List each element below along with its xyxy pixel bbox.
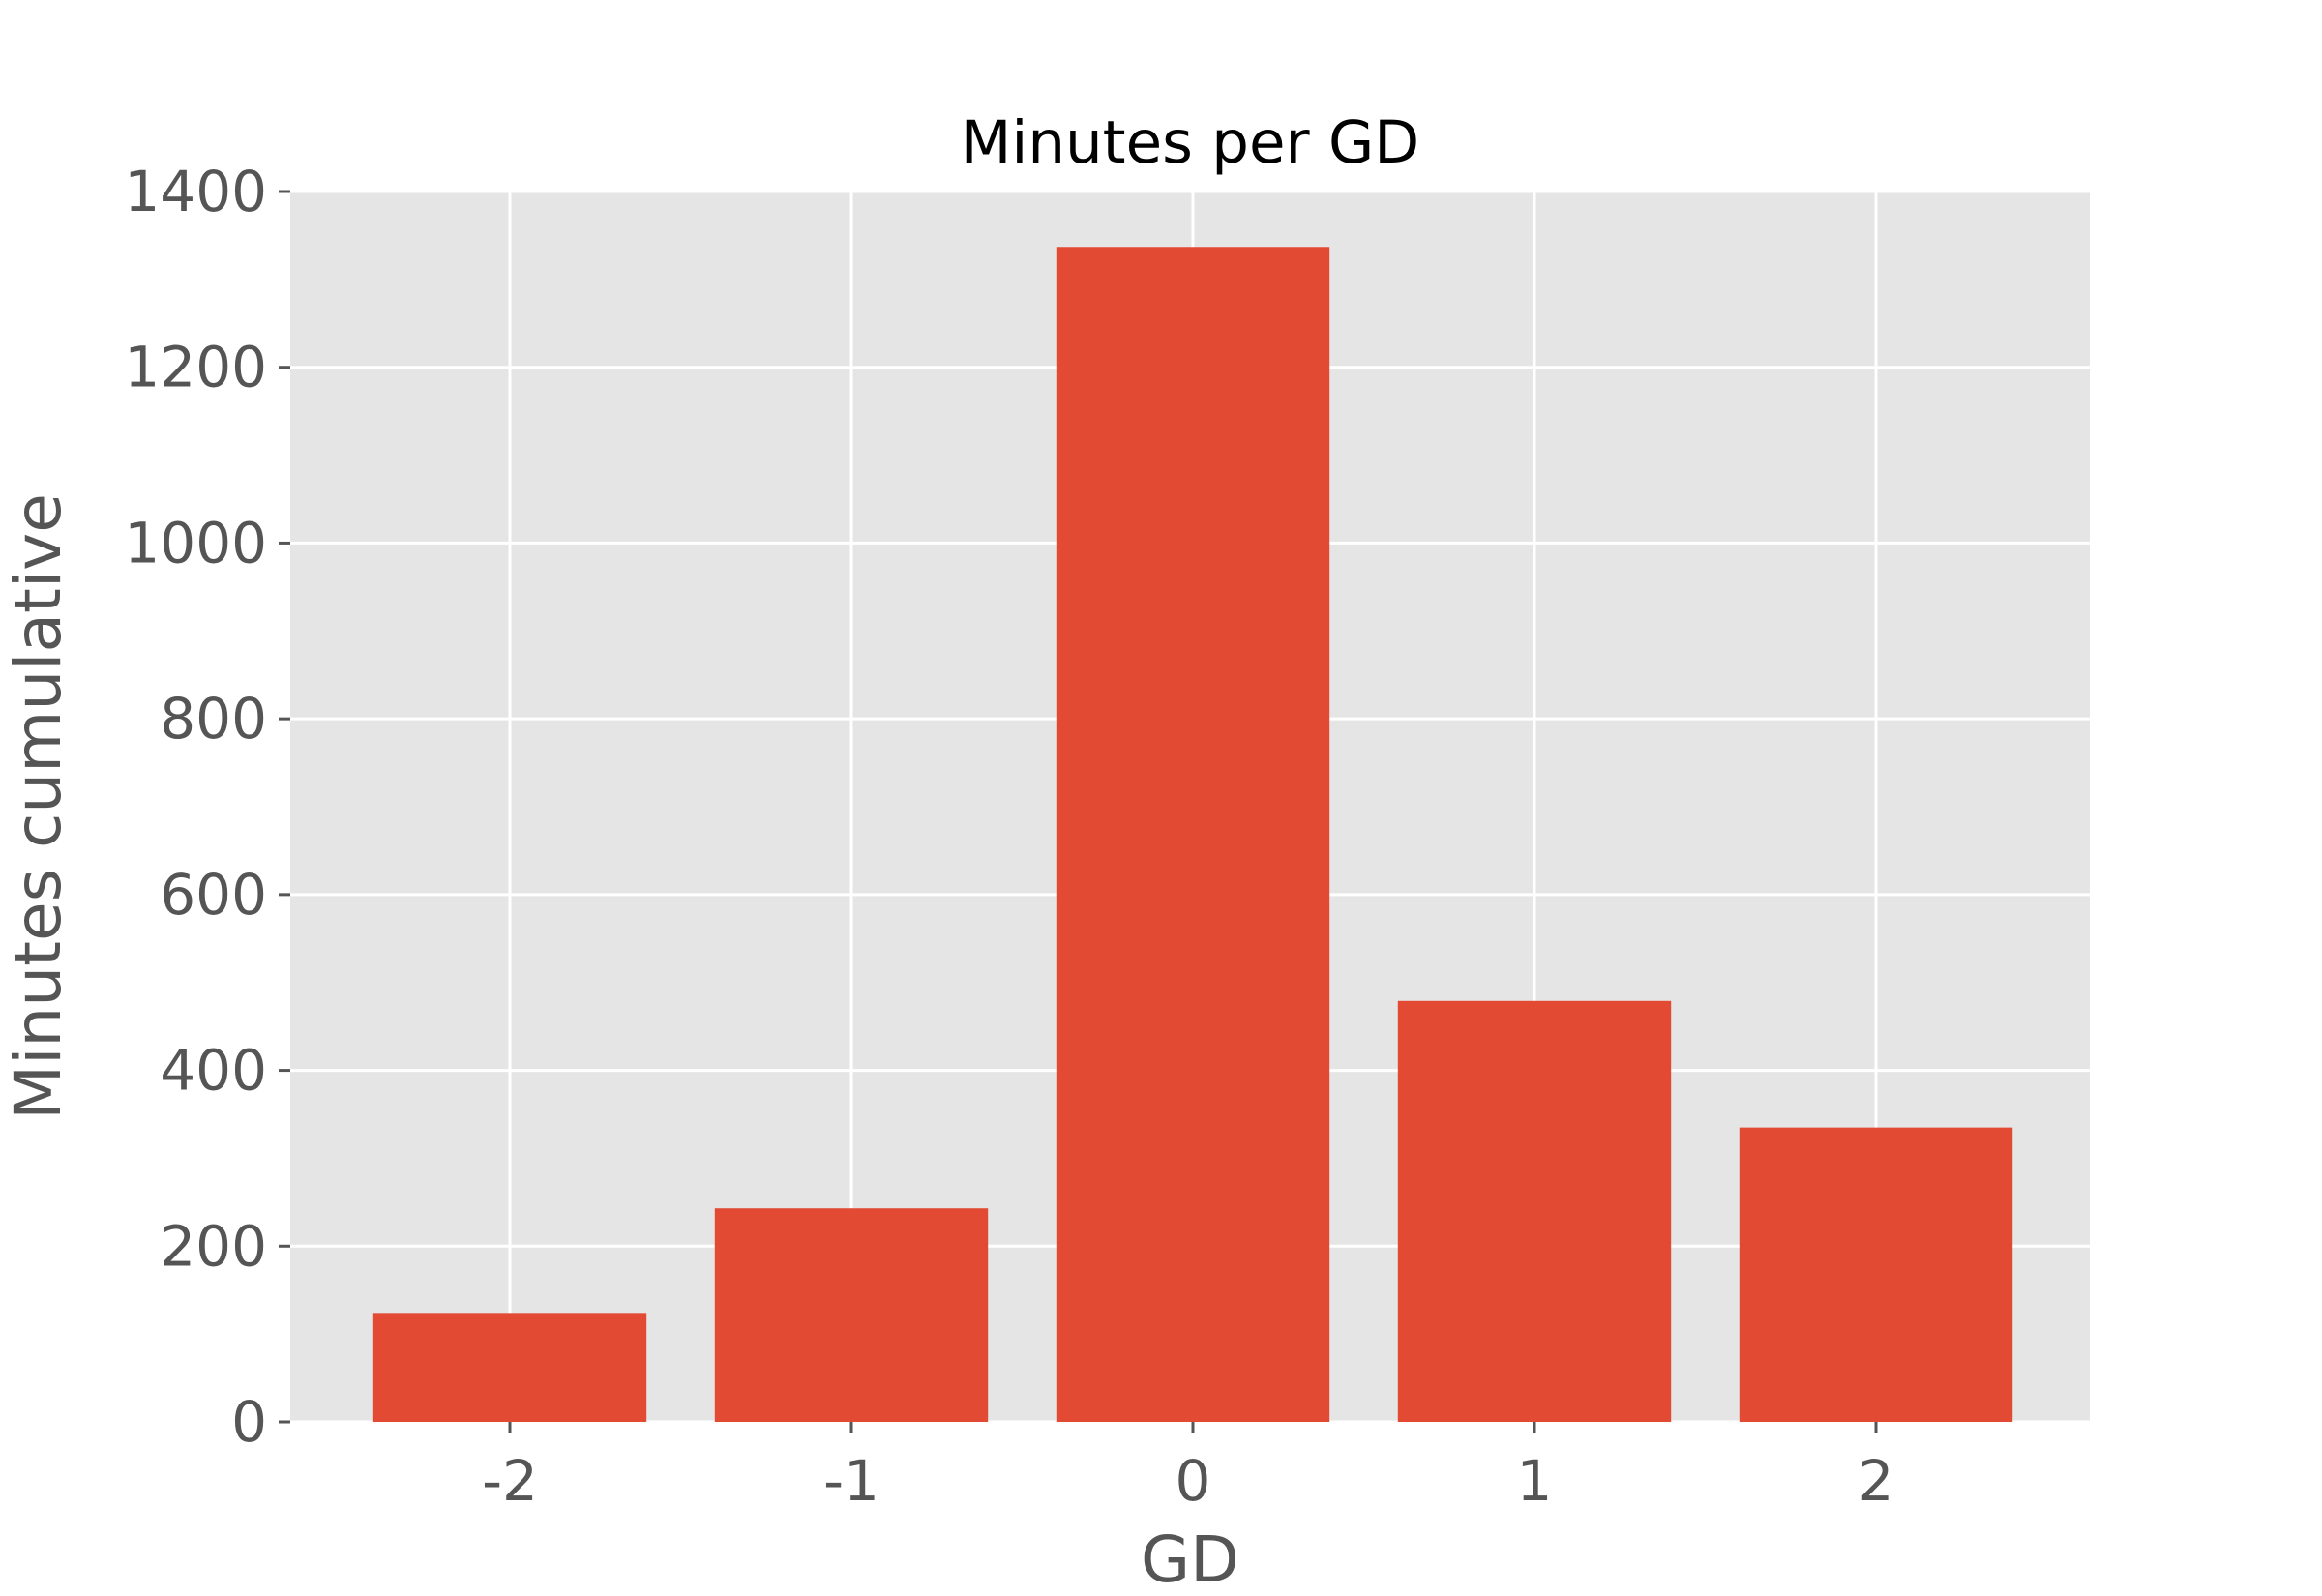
bar bbox=[372, 1313, 647, 1422]
y-tick-label: 200 bbox=[160, 1213, 267, 1279]
x-tick-label: -1 bbox=[823, 1448, 879, 1514]
x-tick-label: -2 bbox=[482, 1448, 538, 1514]
bars bbox=[372, 247, 2013, 1423]
x-tick-label: 2 bbox=[1859, 1448, 1894, 1514]
y-axis-label: Minutes cumulative bbox=[1, 493, 75, 1120]
y-tick-label: 1200 bbox=[124, 335, 267, 400]
bar bbox=[714, 1208, 989, 1422]
y-tick-label: 0 bbox=[231, 1389, 267, 1455]
y-tick-label: 1400 bbox=[124, 159, 267, 224]
chart-title: Minutes per GD bbox=[961, 108, 1419, 177]
x-axis: -2 -1 0 1 2 bbox=[482, 1422, 1893, 1514]
x-axis-label: GD bbox=[1141, 1522, 1239, 1596]
bar bbox=[1397, 1000, 1672, 1422]
bar bbox=[1739, 1127, 2013, 1422]
y-axis: 0 200 400 600 800 1000 1200 1400 bbox=[124, 159, 290, 1455]
y-tick-label: 400 bbox=[160, 1038, 267, 1104]
x-tick-label: 0 bbox=[1176, 1448, 1211, 1514]
y-tick-label: 600 bbox=[160, 862, 267, 928]
y-tick-label: 800 bbox=[160, 686, 267, 752]
x-tick-label: 1 bbox=[1517, 1448, 1553, 1514]
y-tick-label: 1000 bbox=[124, 510, 267, 576]
bar bbox=[1056, 247, 1330, 1423]
